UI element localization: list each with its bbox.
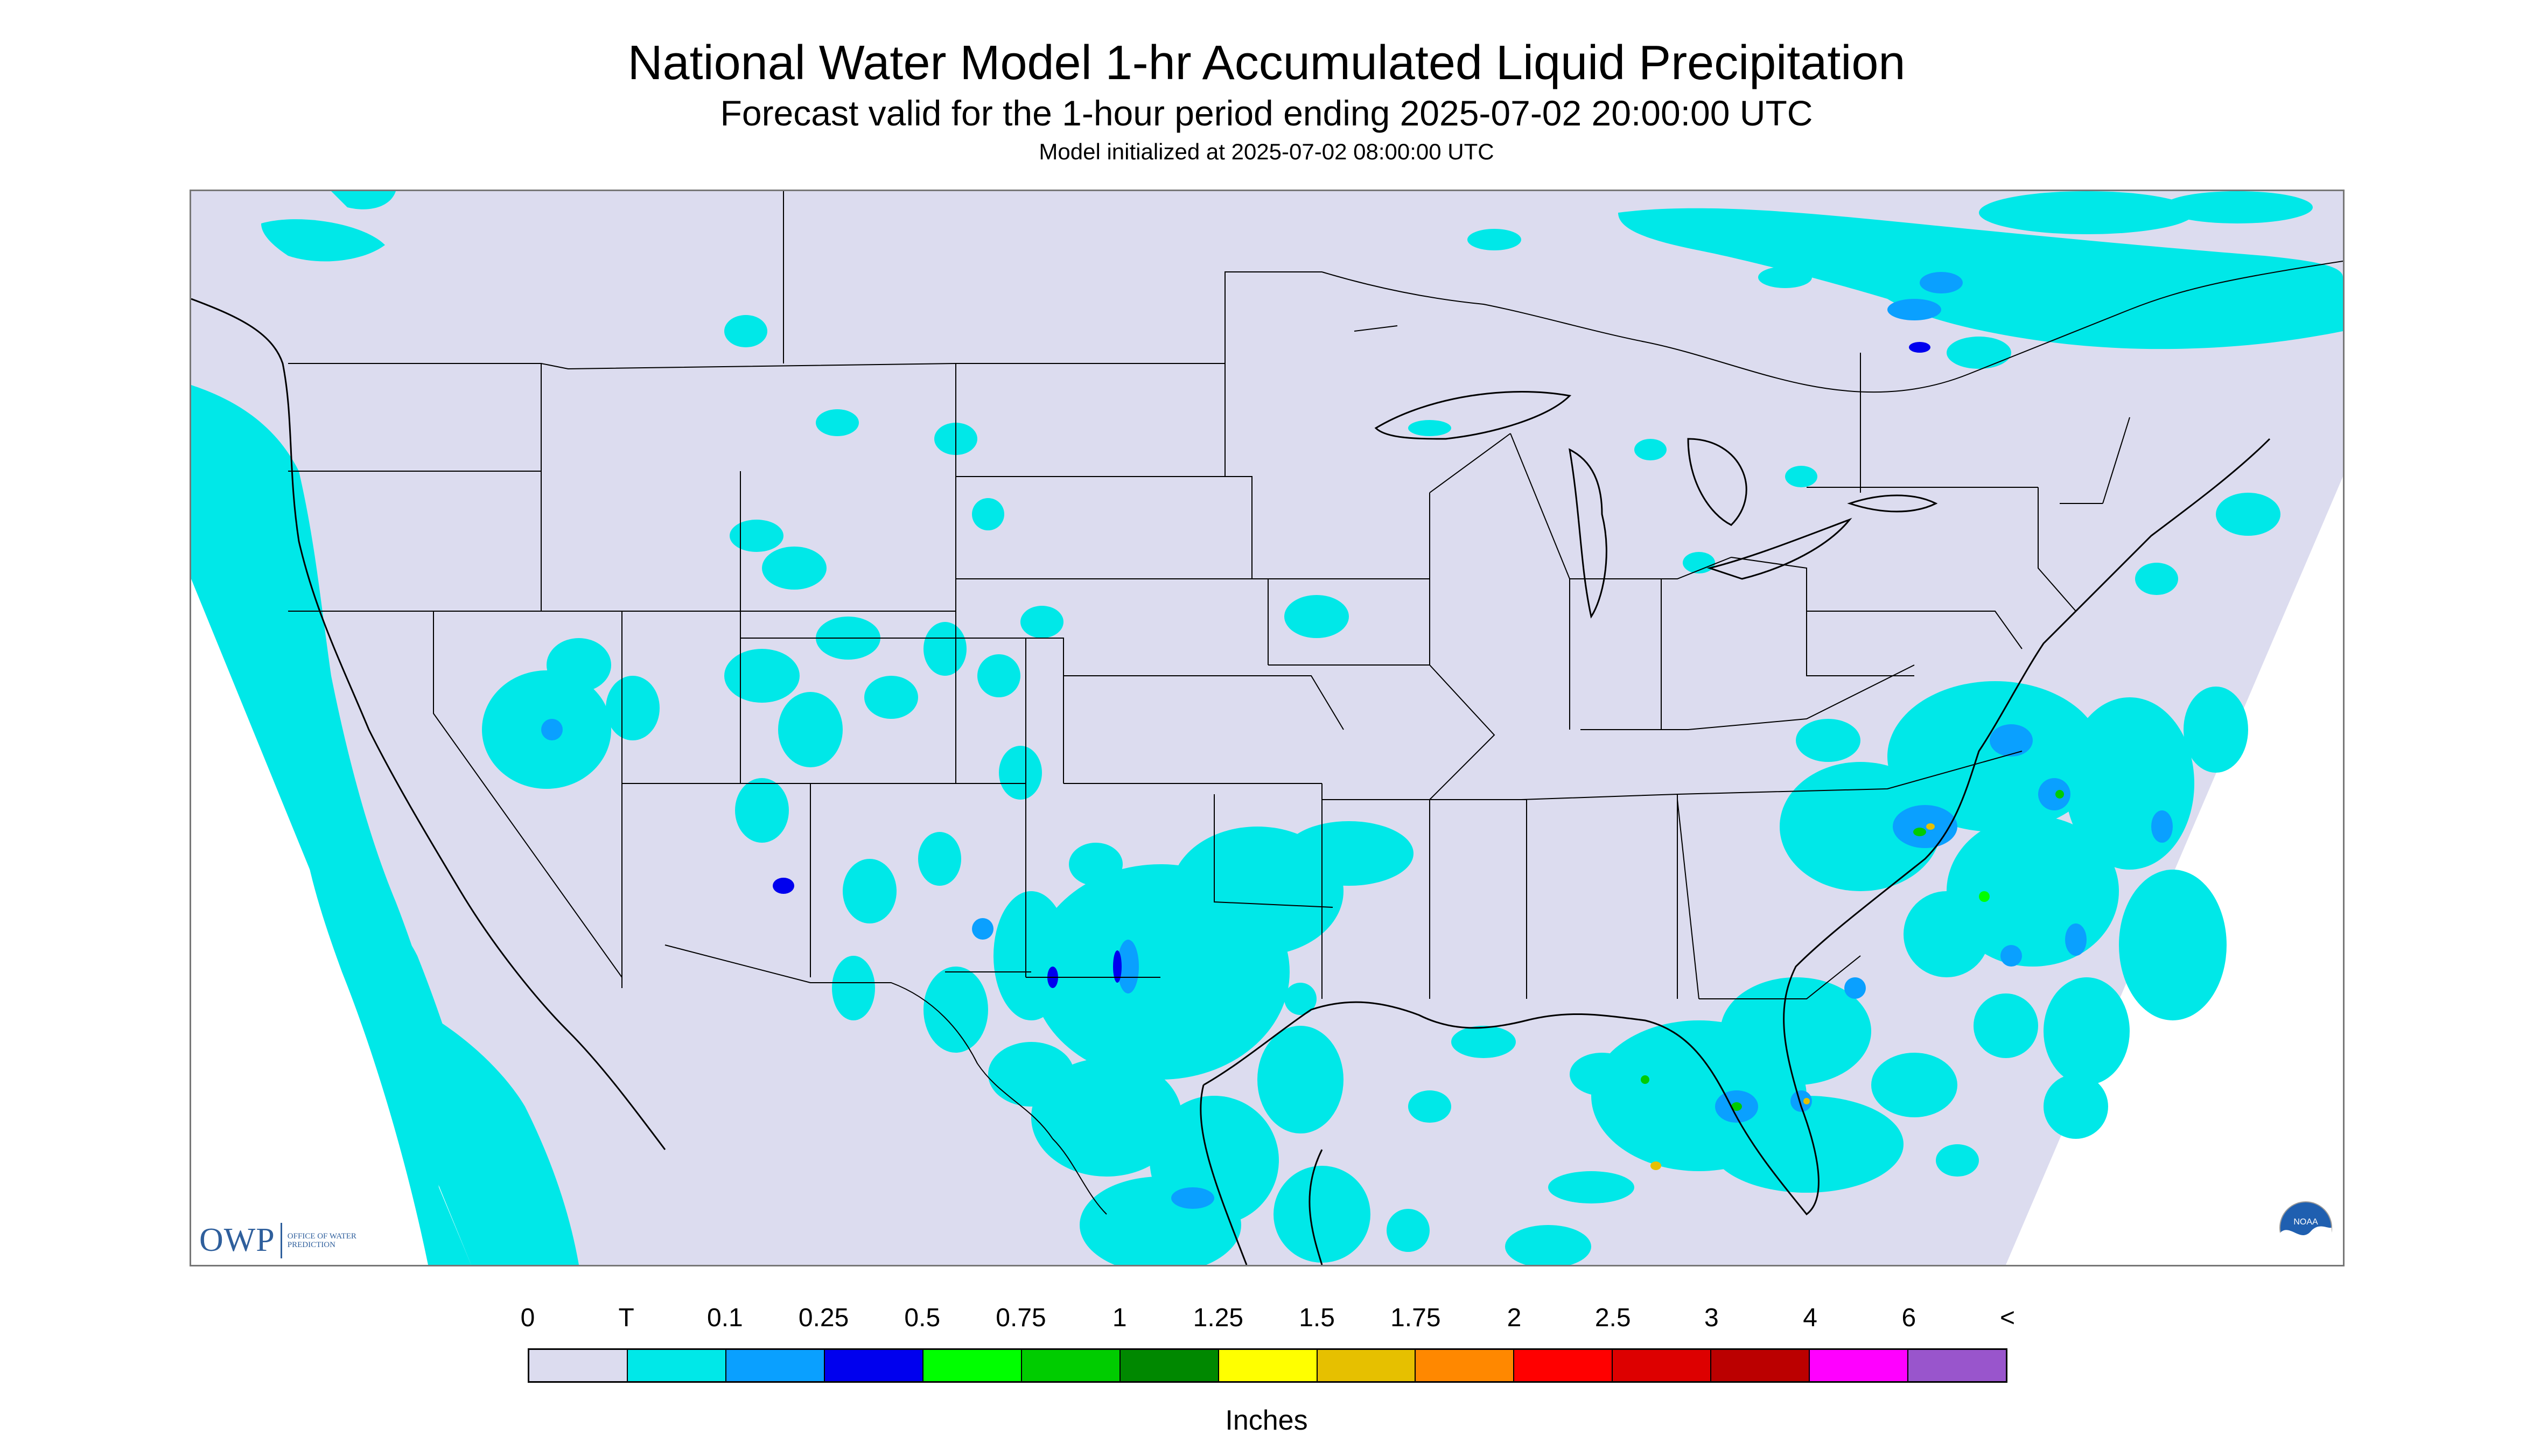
legend-swatch (923, 1350, 1022, 1381)
legend-swatch (1908, 1350, 2006, 1381)
legend-label: T (618, 1304, 634, 1332)
legend-label: 0.75 (996, 1304, 1046, 1332)
legend-label: 1.75 (1390, 1304, 1441, 1332)
legend-label: 1 (1112, 1304, 1127, 1332)
legend-swatch (1711, 1350, 1810, 1381)
great-lakes (1374, 391, 1938, 619)
legend-swatch (1514, 1350, 1613, 1381)
owp-logo-text: OFFICE OF WATER PREDICTION (287, 1231, 356, 1249)
precip-trace-areas (191, 191, 2343, 1265)
legend-label: 0.25 (798, 1304, 849, 1332)
map-title: National Water Model 1-hr Accumulated Li… (627, 36, 1906, 90)
owp-logo-divider (280, 1222, 282, 1258)
legend-swatch (1317, 1350, 1416, 1381)
legend-swatch (1021, 1350, 1121, 1381)
legend-swatch (824, 1350, 923, 1381)
owp-logo-mark: OWP (199, 1222, 275, 1258)
legend-label: 6 (1901, 1304, 1916, 1332)
legend-label: 1.5 (1299, 1304, 1335, 1332)
legend-swatch (1613, 1350, 1712, 1381)
canada-mexico-border (664, 261, 2343, 1215)
legend-label: 1.25 (1193, 1304, 1244, 1332)
legend-label: 3 (1704, 1304, 1719, 1332)
legend-color-bar (528, 1348, 2007, 1383)
legend-label: < (1999, 1304, 2016, 1332)
model-init-text: Model initialized at 2025-07-02 08:00:00… (1039, 139, 1494, 164)
legend-swatch (1219, 1350, 1318, 1381)
legend-swatch (1416, 1350, 1515, 1381)
legend-units: Inches (1225, 1405, 1308, 1436)
map-subtitle: Forecast valid for the 1-hour period end… (720, 93, 1813, 133)
legend-swatch (627, 1350, 726, 1381)
legend-label: 0.5 (904, 1304, 941, 1332)
precip-heavy-areas (541, 272, 2173, 1209)
legend-swatch (1120, 1350, 1219, 1381)
legend-swatch (726, 1350, 825, 1381)
legend-label: 0.1 (707, 1304, 743, 1332)
legend-swatch (1810, 1350, 1909, 1381)
coastlines (191, 298, 2271, 1265)
legend-label: 0 (520, 1304, 535, 1332)
noaa-logo-text: NOAA (2293, 1217, 2318, 1227)
legend-label: 2.5 (1594, 1304, 1631, 1332)
legend-label: 2 (1507, 1304, 1522, 1332)
state-boundaries (288, 191, 2130, 999)
noaa-logo: NOAA (2279, 1201, 2333, 1259)
legend-labels: 0 T 0.1 0.25 0.5 0.75 1 1.25 1.5 1.75 2 2.5 3 4 6 < (521, 1303, 2015, 1341)
legend-label: 4 (1803, 1304, 1817, 1332)
precipitation-legend: 0 T 0.1 0.25 0.5 0.75 1 1.25 1.5 1.75 2 2.5 3 4 6 < (521, 1303, 2015, 1383)
precipitation-map (190, 190, 2345, 1266)
legend-swatch (529, 1350, 628, 1381)
owp-logo: OWP OFFICE OF WATER PREDICTION (199, 1221, 374, 1259)
